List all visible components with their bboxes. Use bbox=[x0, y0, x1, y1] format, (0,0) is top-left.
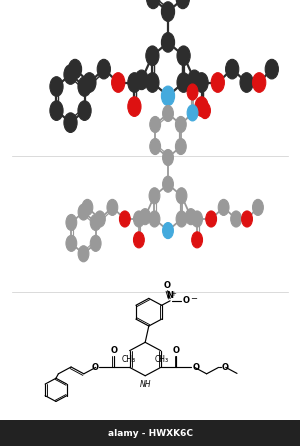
Text: O: O bbox=[192, 363, 199, 372]
Circle shape bbox=[78, 101, 91, 120]
Text: O: O bbox=[173, 346, 180, 355]
Circle shape bbox=[200, 103, 210, 119]
Circle shape bbox=[66, 235, 77, 252]
Circle shape bbox=[188, 70, 201, 90]
Circle shape bbox=[94, 211, 105, 227]
Circle shape bbox=[78, 246, 89, 262]
Circle shape bbox=[176, 0, 189, 9]
Circle shape bbox=[149, 211, 160, 227]
Text: +: + bbox=[170, 291, 176, 297]
Text: CH₃: CH₃ bbox=[155, 355, 169, 363]
Circle shape bbox=[82, 199, 93, 215]
Circle shape bbox=[134, 211, 144, 227]
Circle shape bbox=[187, 84, 198, 100]
Circle shape bbox=[146, 73, 159, 92]
Circle shape bbox=[161, 86, 175, 106]
Circle shape bbox=[163, 105, 173, 121]
Text: O: O bbox=[183, 296, 190, 305]
Circle shape bbox=[107, 199, 118, 215]
Circle shape bbox=[146, 46, 159, 66]
Circle shape bbox=[211, 73, 224, 92]
Circle shape bbox=[161, 33, 175, 52]
Circle shape bbox=[68, 59, 82, 79]
Circle shape bbox=[192, 232, 203, 248]
Circle shape bbox=[78, 77, 91, 96]
Circle shape bbox=[150, 138, 160, 155]
Circle shape bbox=[226, 59, 239, 79]
Text: CH₃: CH₃ bbox=[121, 355, 136, 363]
Circle shape bbox=[176, 116, 186, 132]
Circle shape bbox=[64, 113, 77, 132]
Circle shape bbox=[135, 70, 148, 90]
Circle shape bbox=[90, 215, 101, 231]
Circle shape bbox=[90, 235, 101, 252]
Circle shape bbox=[119, 211, 130, 227]
Circle shape bbox=[242, 211, 252, 227]
Text: −: − bbox=[190, 293, 197, 303]
Circle shape bbox=[177, 46, 190, 66]
Circle shape bbox=[64, 65, 77, 84]
Circle shape bbox=[50, 101, 63, 120]
Circle shape bbox=[195, 73, 208, 92]
Circle shape bbox=[163, 149, 173, 165]
Text: alamy - HWXK6C: alamy - HWXK6C bbox=[107, 429, 193, 438]
Circle shape bbox=[78, 204, 89, 220]
Circle shape bbox=[206, 211, 217, 227]
Circle shape bbox=[187, 105, 198, 121]
Circle shape bbox=[149, 188, 160, 204]
Circle shape bbox=[195, 97, 208, 116]
Circle shape bbox=[147, 0, 160, 9]
Text: NH: NH bbox=[140, 380, 151, 389]
Circle shape bbox=[240, 73, 253, 92]
Circle shape bbox=[253, 73, 266, 92]
Circle shape bbox=[163, 176, 173, 192]
Circle shape bbox=[177, 73, 190, 92]
Circle shape bbox=[163, 223, 173, 239]
Text: O: O bbox=[111, 346, 118, 355]
Circle shape bbox=[50, 77, 63, 96]
Circle shape bbox=[176, 211, 187, 227]
Circle shape bbox=[83, 73, 96, 92]
Text: O: O bbox=[164, 281, 171, 290]
Circle shape bbox=[185, 209, 196, 225]
Circle shape bbox=[176, 138, 186, 155]
Circle shape bbox=[97, 59, 110, 79]
Text: N: N bbox=[167, 291, 174, 300]
Circle shape bbox=[128, 97, 141, 116]
Circle shape bbox=[253, 199, 263, 215]
Circle shape bbox=[218, 199, 229, 215]
Circle shape bbox=[265, 59, 278, 79]
Circle shape bbox=[66, 215, 77, 231]
Circle shape bbox=[140, 209, 151, 225]
Circle shape bbox=[192, 211, 203, 227]
Circle shape bbox=[231, 211, 242, 227]
Circle shape bbox=[112, 73, 125, 92]
Text: O: O bbox=[221, 363, 229, 372]
Text: O: O bbox=[91, 363, 98, 372]
Circle shape bbox=[134, 232, 144, 248]
Circle shape bbox=[161, 2, 175, 21]
Circle shape bbox=[176, 188, 187, 204]
Circle shape bbox=[150, 116, 160, 132]
Circle shape bbox=[128, 73, 141, 92]
